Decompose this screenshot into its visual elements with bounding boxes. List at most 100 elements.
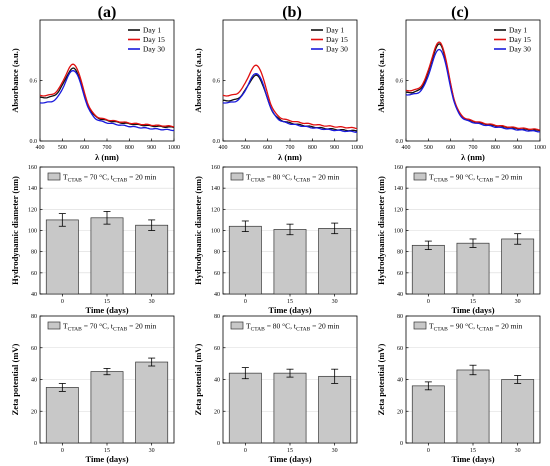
y-tick-label: 60 (214, 346, 220, 352)
chart-bar-b: 40 60 80 100 120 140 160 Hydrodynamic diameter … (193, 165, 358, 315)
spectrum-line-day-1 (406, 43, 541, 132)
chart-line-c: 0.0 0.6 Absorbance (a.u.) λ (nm) 400 500 600 70… (376, 19, 546, 162)
legend-label: TCTAB = 80 °C, tCTAB = 20 min (246, 173, 340, 184)
y-tick-label: 120 (211, 207, 220, 213)
x-tick-label: 30 (332, 299, 338, 305)
spectrum-line-day-30 (39, 70, 175, 132)
bar-30 (501, 238, 535, 295)
bar-15 (273, 372, 307, 444)
x-tick-label: 900 (330, 145, 339, 151)
x-tick-label: 15 (287, 299, 293, 305)
x-tick-label: 30 (515, 299, 521, 305)
y-tick-label: 40 (397, 378, 403, 384)
legend-label: Day 15 (143, 35, 165, 44)
x-tick-label: 30 (149, 299, 155, 305)
x-tick-label: 500 (241, 145, 250, 151)
x-tick-label: 0 (244, 299, 247, 305)
chart-line-a: 0.0 0.6 Absorbance (a.u.) λ (nm) 400 500 600 70… (10, 19, 180, 162)
x-axis-title: Time (days) (85, 305, 128, 315)
y-tick-label: 80 (31, 314, 37, 320)
x-tick-label: 600 (80, 145, 89, 151)
bar-0 (45, 387, 79, 444)
bar-30 (318, 375, 352, 444)
y-tick-label: 20 (31, 409, 37, 415)
bar-15 (273, 229, 307, 295)
legend-swatch (230, 172, 244, 181)
chart-bar-c: 40 60 80 100 120 140 160 Hydrodynamic diameter … (376, 165, 541, 315)
legend-label: TCTAB = 70 °C, tCTAB = 20 min (63, 173, 157, 184)
legend-label: TCTAB = 90 °C, tCTAB = 20 min (429, 322, 523, 333)
y-tick-label: 60 (31, 271, 37, 277)
x-tick-label: 0 (244, 448, 247, 454)
legend-swatch (413, 172, 427, 181)
y-tick-label: 160 (394, 165, 403, 171)
x-tick-label: 700 (469, 145, 478, 151)
chart-bar-c: 0 20 40 60 80 Zeta potential (mV) Time (days) 0… (376, 314, 541, 464)
bar-30 (501, 379, 535, 444)
bar-0 (45, 219, 79, 295)
y-tick-label: 20 (397, 409, 403, 415)
y-tick-label: 160 (211, 165, 220, 171)
x-tick-label: 30 (149, 448, 155, 454)
legend-swatch (47, 172, 61, 181)
bar-30 (318, 228, 352, 295)
chart-bar-a: 0 20 40 60 80 Zeta potential (mV) Time (days) 0… (10, 314, 175, 464)
x-tick-label: 500 (58, 145, 67, 151)
y-tick-label: 80 (214, 314, 220, 320)
bar-0 (228, 225, 262, 295)
x-axis-title: Time (days) (268, 305, 311, 315)
x-axis-title: λ (nm) (95, 152, 119, 162)
y-tick-label: 80 (397, 314, 403, 320)
y-tick-label: 100 (211, 229, 220, 235)
legend-label: Day 30 (326, 45, 348, 54)
panel-label-b: (b) (282, 4, 302, 21)
y-tick-label: 120 (28, 207, 37, 213)
x-tick-label: 400 (36, 145, 45, 151)
y-tick-label: 140 (394, 186, 403, 192)
bar-15 (456, 369, 490, 444)
y-axis-title: Absorbance (a.u.) (376, 48, 386, 113)
bar-30 (135, 361, 169, 444)
y-axis-title: Hydrodynamic diameter (nm) (10, 176, 20, 285)
y-axis-title: Zeta potential (mV) (10, 343, 20, 415)
x-axis-title: Time (days) (268, 454, 311, 464)
y-tick-label: 60 (31, 346, 37, 352)
x-tick-label: 15 (470, 448, 476, 454)
bar-15 (90, 217, 124, 295)
x-tick-label: 0 (61, 299, 64, 305)
x-tick-label: 1000 (534, 145, 546, 151)
x-tick-label: 1000 (168, 145, 180, 151)
legend-label: TCTAB = 70 °C, tCTAB = 20 min (63, 322, 157, 333)
y-tick-label: 80 (397, 250, 403, 256)
x-tick-label: 0 (61, 448, 64, 454)
legend-swatch (47, 321, 61, 330)
y-tick-label: 100 (28, 229, 37, 235)
x-axis-title: Time (days) (451, 454, 494, 464)
y-axis-title: Hydrodynamic diameter (nm) (193, 176, 203, 285)
y-tick-label: 100 (394, 229, 403, 235)
y-tick-label: 0 (217, 441, 220, 447)
y-tick-label: 60 (397, 271, 403, 277)
legend-label: Day 15 (326, 35, 348, 44)
x-tick-label: 15 (104, 448, 110, 454)
x-tick-label: 900 (147, 145, 156, 151)
y-tick-label: 160 (28, 165, 37, 171)
y-tick-label: 60 (397, 346, 403, 352)
y-axis-title: Zeta potential (mV) (193, 343, 203, 415)
x-tick-label: 0 (427, 448, 430, 454)
chart-bar-b: 0 20 40 60 80 Zeta potential (mV) Time (days) 0… (193, 314, 358, 464)
panel-label-a: (a) (98, 4, 117, 21)
legend-label: TCTAB = 90 °C, tCTAB = 20 min (429, 173, 523, 184)
legend-label: Day 1 (326, 26, 344, 35)
y-tick-label: 140 (28, 186, 37, 192)
x-axis-title: Time (days) (451, 305, 494, 315)
x-tick-label: 400 (219, 145, 228, 151)
y-tick-label: 0.0 (213, 139, 221, 145)
bar-15 (456, 242, 490, 295)
y-tick-label: 0 (34, 441, 37, 447)
y-tick-label: 60 (214, 271, 220, 277)
spectrum-line-day-1 (40, 67, 175, 129)
bar-30 (135, 224, 169, 295)
spectrum-line-day-15 (222, 64, 358, 130)
x-tick-label: 1000 (351, 145, 363, 151)
